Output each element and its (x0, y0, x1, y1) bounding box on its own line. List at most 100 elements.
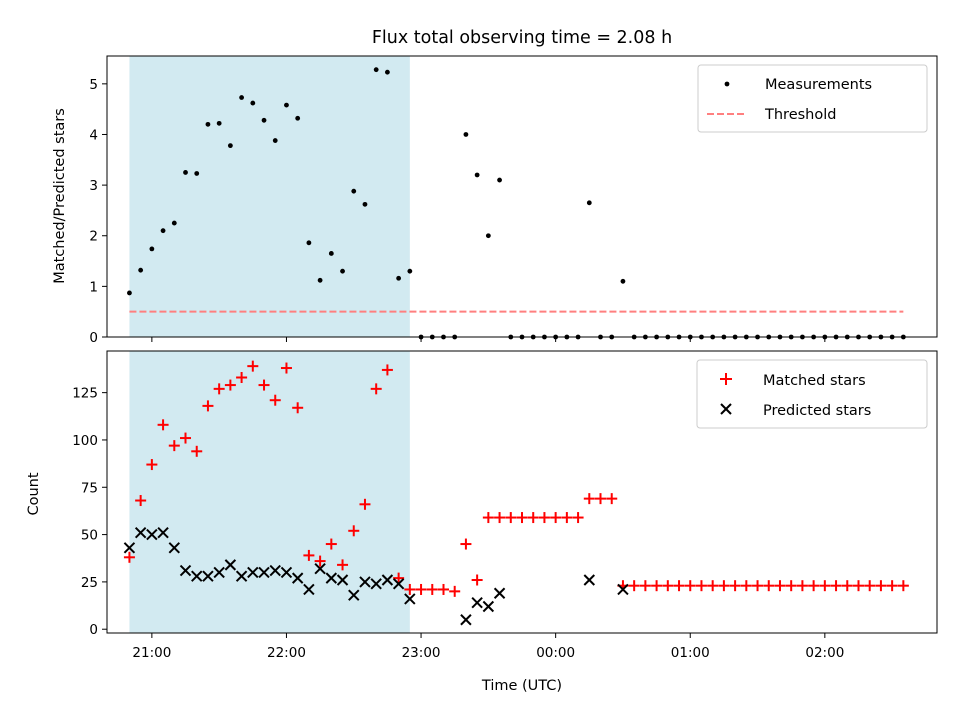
legend-matched-label: Matched stars (763, 373, 866, 389)
matched-star-point-41 (583, 493, 595, 505)
predicted-star-point-25 (404, 593, 416, 605)
predicted-star-point-7 (202, 570, 214, 582)
matched-star-point-67 (875, 580, 887, 592)
predicted-star-point-8 (213, 566, 225, 579)
bottom-panel: 0 25 50 75 100 125 21:00 22:00 23:00 00:00 01:00 0… (26, 350, 938, 694)
measurement-point-3 (160, 228, 166, 234)
matched-star-point-37 (538, 512, 550, 524)
measurement-point-15 (295, 115, 301, 121)
bottom-y-axis-label: Count (26, 472, 42, 515)
top-legend: Measurements Threshold (697, 64, 928, 133)
top-shaded-region (129, 56, 410, 337)
measurement-point-2 (149, 246, 155, 252)
matched-star-point-58 (774, 580, 786, 592)
predicted-star-point-19 (336, 574, 349, 586)
legend-threshold-label: Threshold (764, 107, 836, 123)
matched-star-point-45 (628, 580, 640, 592)
bottom-x-axis-label: Time (UTC) (481, 678, 562, 694)
predicted-star-point-16 (303, 583, 315, 596)
matched-star-point-40 (572, 512, 584, 524)
legend-measurements-label: Measurements (765, 77, 872, 93)
bottom-plot-frame (106, 350, 938, 634)
matched-star-point-51 (695, 580, 707, 592)
measurement-point-24 (396, 275, 402, 281)
predicted-star-point-28 (482, 600, 495, 613)
predicted-star-point-1 (134, 526, 147, 539)
matched-star-point-24 (393, 572, 405, 584)
matched-star-point-14 (280, 362, 292, 374)
matched-star-point-25 (404, 583, 416, 595)
matched-star-point-42 (595, 493, 607, 505)
matched-star-point-0 (123, 551, 135, 563)
matched-star-point-18 (325, 538, 337, 550)
matched-star-point-61 (808, 580, 820, 592)
bottom-legend: Matched stars Predicted stars (696, 359, 928, 429)
bottom-shaded-region (129, 351, 410, 633)
matched-star-point-13 (269, 394, 281, 406)
matched-star-point-1 (135, 495, 147, 507)
legend-predicted-label: Predicted stars (763, 403, 871, 419)
measurement-point-20 (351, 188, 357, 194)
predicted-star-point-10 (235, 570, 248, 582)
top-y-tick-label-2: 2 (89, 229, 98, 245)
matched-star-point-3 (157, 419, 169, 431)
matched-star-point-47 (651, 580, 663, 592)
matched-star-point-9 (224, 379, 236, 391)
matched-star-point-34 (505, 512, 517, 524)
measurement-point-22 (373, 67, 379, 73)
matched-star-point-32 (482, 512, 494, 524)
matched-star-point-15 (292, 402, 304, 414)
top-chart-title: Flux total observing time = 2.08 h (372, 28, 672, 48)
matched-star-point-48 (662, 580, 674, 592)
matched-star-point-12 (258, 379, 270, 391)
matched-star-point-64 (841, 580, 853, 592)
measurement-point-32 (485, 233, 491, 239)
matched-star-point-22 (370, 383, 382, 395)
measurement-point-21 (362, 201, 368, 207)
matched-star-point-16 (303, 549, 315, 561)
matched-star-point-4 (168, 440, 180, 452)
matched-star-point-27 (426, 583, 438, 595)
matched-star-point-2 (146, 459, 158, 471)
measurement-point-33 (497, 177, 502, 183)
predicted-star-point-15 (291, 572, 304, 584)
bottom-x-tick-label-0: 21:00 (132, 645, 171, 661)
measurement-point-23 (385, 69, 390, 75)
bottom-x-axis: 21:00 22:00 23:00 00:00 01:00 02:00 (132, 633, 844, 661)
matched-star-point-57 (763, 580, 775, 592)
predicted-star-point-9 (224, 559, 237, 571)
matched-star-point-19 (337, 559, 349, 571)
matched-star-point-63 (830, 580, 842, 592)
predicted-star-point-20 (348, 589, 360, 601)
bottom-x-tick-label-4: 01:00 (671, 645, 710, 661)
matched-star-point-17 (314, 555, 326, 567)
bottom-x-tick-label-5: 02:00 (805, 645, 844, 661)
matched-star-point-33 (494, 512, 506, 524)
top-panel: 0 1 2 3 4 5 Matched/Predicted stars Measureme… (52, 55, 938, 346)
top-shaded-rect (129, 56, 410, 337)
measurement-point-31 (474, 172, 480, 178)
top-y-axis: 0 1 2 3 4 5 (89, 77, 107, 346)
predicted-star-point-3 (157, 526, 169, 539)
matched-star-point-7 (202, 400, 214, 412)
predicted-star-point-23 (381, 574, 394, 586)
matched-star-point-38 (550, 512, 562, 524)
bottom-y-tick-label-2: 50 (81, 528, 98, 544)
measurement-point-25 (407, 268, 413, 274)
matched-star-point-8 (213, 383, 225, 395)
top-y-axis-label: Matched/Predicted stars (52, 108, 68, 284)
bottom-y-tick-label-1: 25 (81, 575, 98, 591)
matched-star-point-30 (460, 538, 472, 550)
bottom-y-tick-label-4: 100 (72, 433, 98, 449)
bottom-legend-box (696, 359, 928, 429)
matched-star-point-21 (359, 498, 371, 510)
matched-star-point-43 (606, 493, 618, 505)
measurement-point-5 (183, 170, 188, 175)
matched-star-point-46 (639, 580, 651, 592)
measurement-point-16 (306, 240, 312, 246)
measurement-point-19 (340, 268, 345, 274)
matched-star-point-62 (819, 580, 831, 592)
matched-star-point-6 (191, 445, 203, 457)
predicted-star-point-17 (314, 562, 326, 575)
measurement-point-44 (620, 278, 626, 284)
